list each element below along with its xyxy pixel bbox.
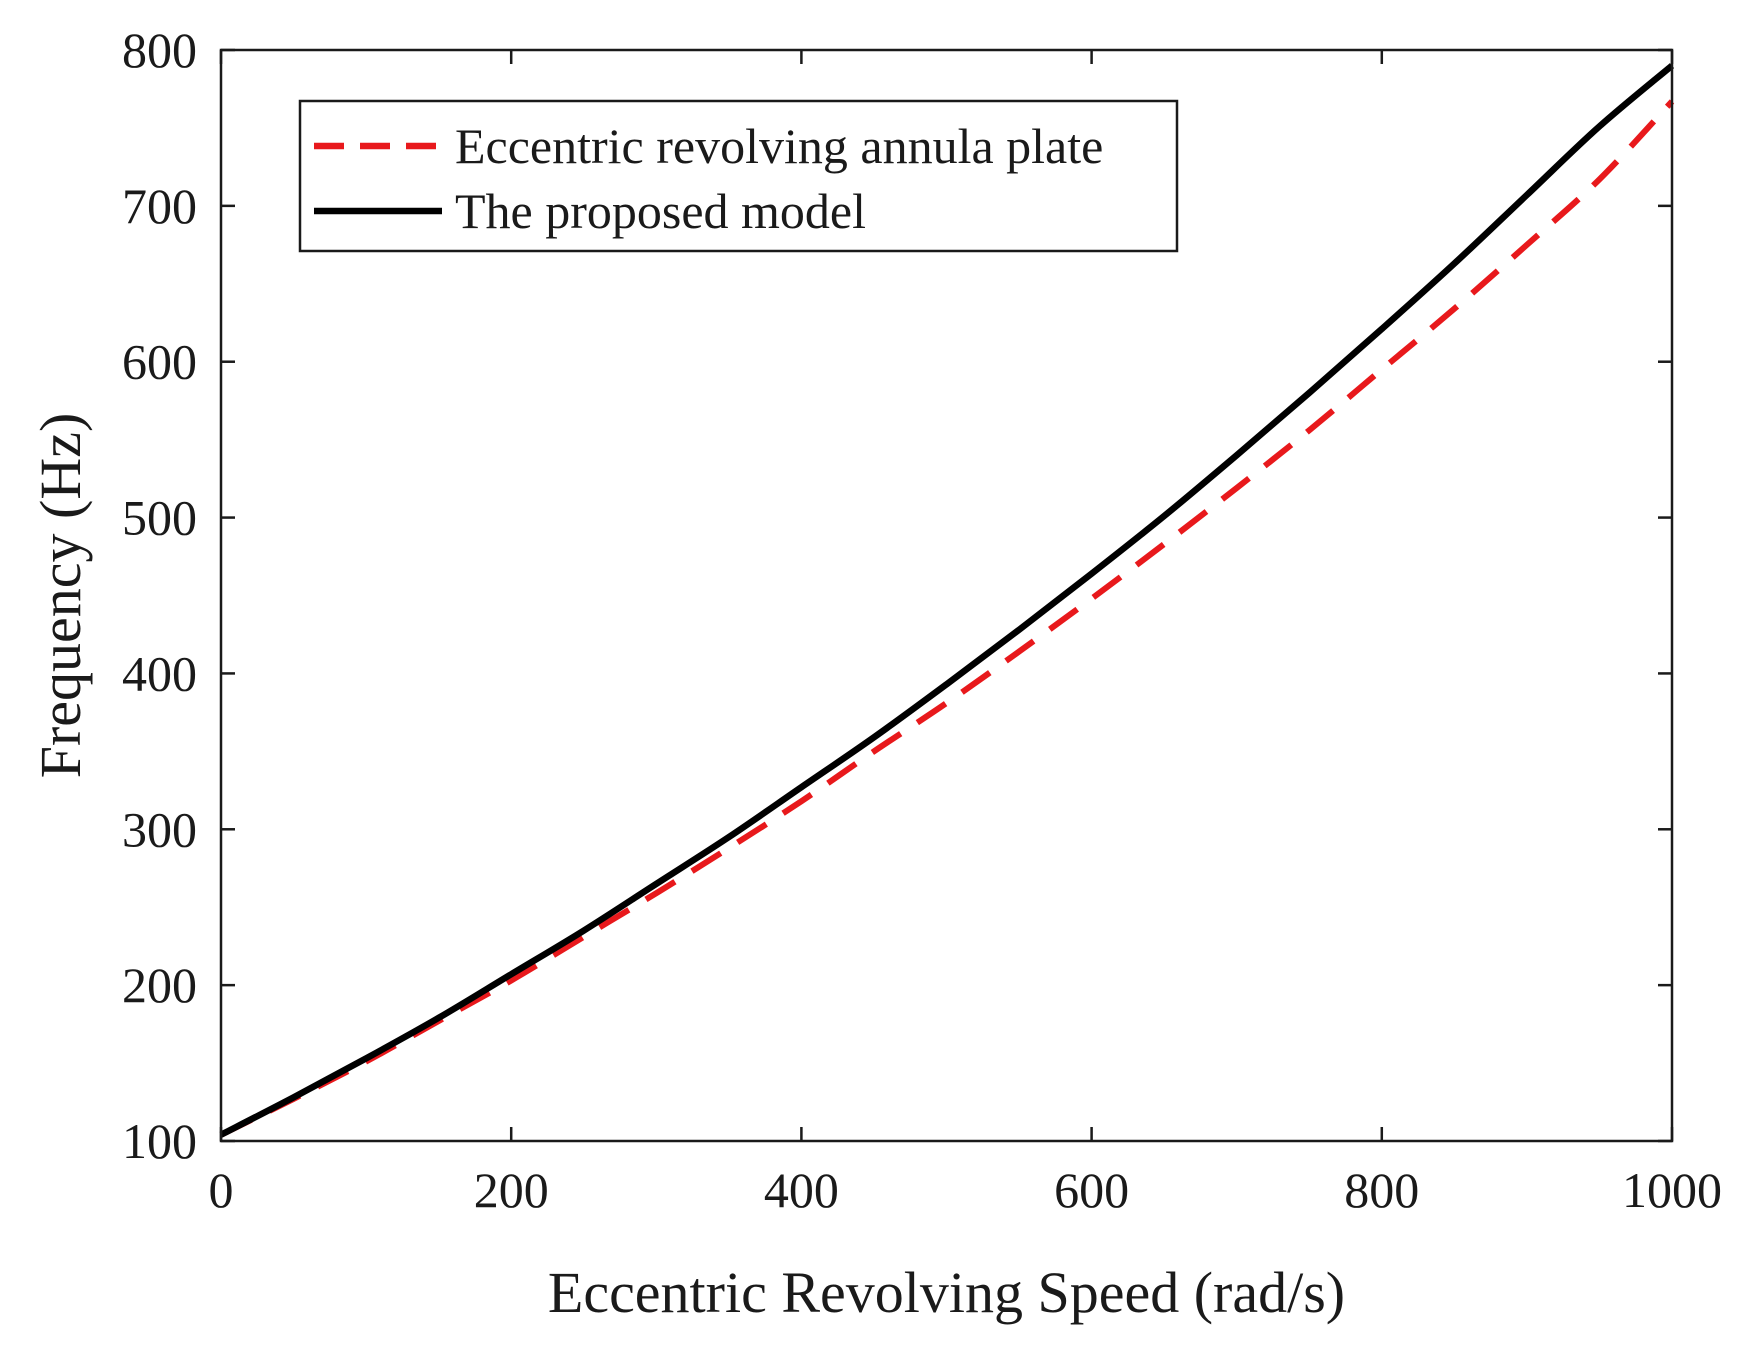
legend-box [298,99,1179,253]
ticks-layer: 0 200 400 600 800 1000 100 200 300 400 500 600 700 80… [122,22,1722,1218]
legend-label-eccentric-revolving-annula-plate: Eccentric revolving annula plate [455,118,1103,174]
y-tick-label: 500 [122,490,197,546]
x-tick-label: 600 [1054,1162,1129,1218]
y-tick-label: 200 [122,957,197,1013]
x-tick-label: 800 [1344,1162,1419,1218]
y-axis-label: Frequency (Hz) [28,413,93,779]
x-axis-label: Eccentric Revolving Speed (rad/s) [548,1260,1345,1325]
y-tick-label: 100 [122,1113,197,1169]
y-tick-label: 600 [122,334,197,390]
series-layer [219,63,1675,1138]
x-tick-label: 200 [474,1162,549,1218]
plot-frame [219,48,1674,1143]
legend-label-the-proposed-model: The proposed model [455,183,866,239]
x-tick-label: 0 [209,1162,234,1218]
series-line-eccentric-revolving-annula-plate [219,99,1675,1138]
y-tick-label: 700 [122,178,197,234]
series-line-the-proposed-model [219,63,1675,1138]
x-tick-label: 400 [764,1162,839,1218]
y-tick-label: 300 [122,801,197,857]
x-tick-label: 1000 [1622,1162,1722,1218]
y-tick-label: 400 [122,645,197,701]
y-tick-label: 800 [122,22,197,78]
legend: Eccentric revolving annula plate The pro… [298,99,1179,253]
